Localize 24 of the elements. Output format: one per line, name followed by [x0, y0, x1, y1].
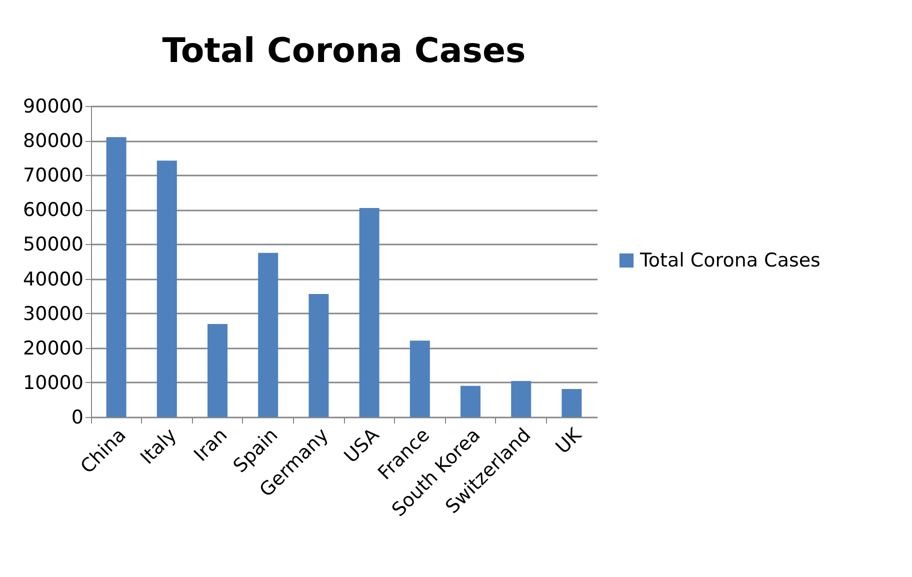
legend-label: Total Corona Cases — [639, 250, 820, 272]
chart-title: Total Corona Cases — [162, 31, 526, 71]
y-tick-label: 50000 — [23, 234, 84, 256]
bar — [308, 294, 329, 417]
y-tick-label: 80000 — [23, 130, 84, 152]
bar — [359, 208, 380, 417]
y-tick-label: 10000 — [23, 372, 84, 394]
bar — [258, 252, 278, 417]
bar — [106, 137, 126, 417]
bar — [562, 389, 582, 417]
y-tick-label: 90000 — [23, 96, 84, 118]
bar — [410, 340, 430, 417]
y-tick-label: 70000 — [23, 164, 84, 187]
bar — [460, 386, 480, 417]
y-tick-label: 30000 — [23, 302, 84, 325]
bar — [511, 381, 532, 417]
y-tick-label: 60000 — [23, 199, 84, 222]
y-tick-label: 0 — [71, 406, 84, 428]
bar — [208, 324, 228, 417]
y-tick-label: 20000 — [23, 337, 84, 360]
x-tick-label: Iran — [190, 424, 232, 466]
bar — [156, 160, 177, 417]
x-tick-label: UK — [552, 424, 586, 458]
y-tick-label: 40000 — [23, 268, 84, 290]
